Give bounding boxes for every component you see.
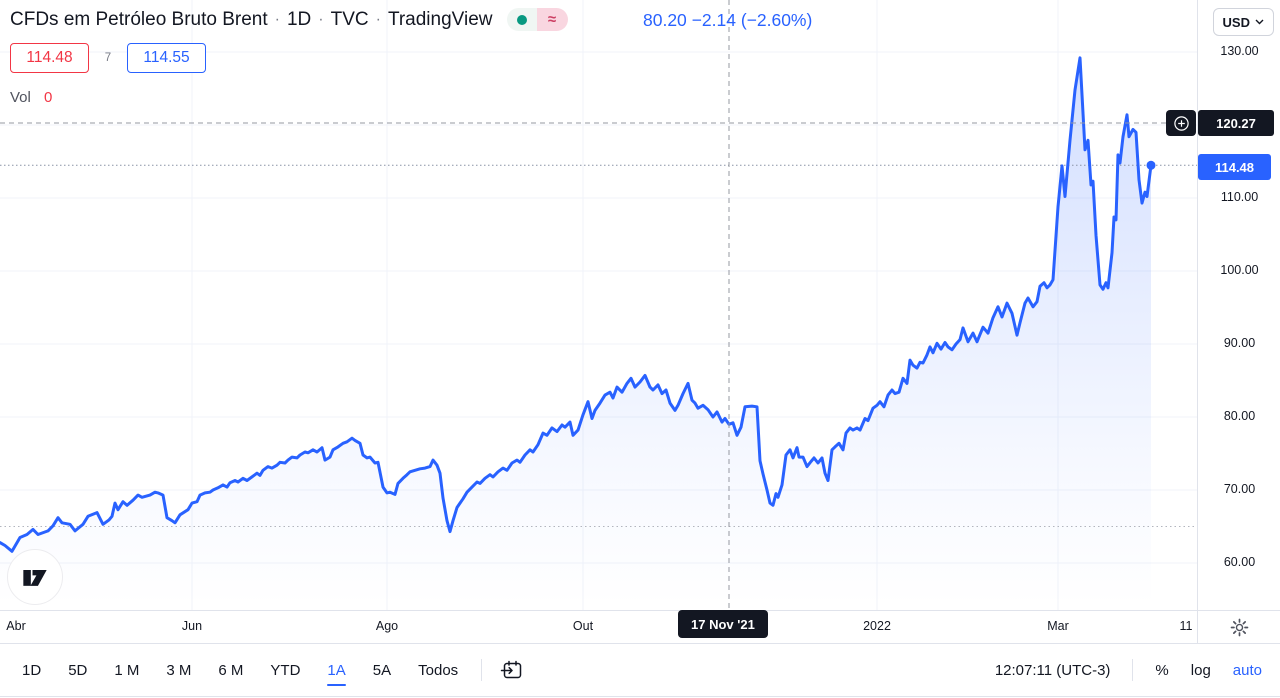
price-tick-label: 60.00 xyxy=(1223,555,1256,569)
price-tick-label: 100.00 xyxy=(1220,263,1259,277)
range-button-ytd[interactable]: YTD xyxy=(270,661,301,679)
calendar-goto-icon xyxy=(500,660,522,679)
time-tick-label: Ago xyxy=(375,619,399,633)
volume-value: 0 xyxy=(44,89,53,106)
price-tick-label: 90.00 xyxy=(1223,336,1256,350)
time-tick-label: 2022 xyxy=(863,619,891,633)
separator-dot: · xyxy=(375,10,381,28)
range-button-5a[interactable]: 5A xyxy=(372,661,392,679)
separator-dot: · xyxy=(274,10,280,28)
range-button-1m[interactable]: 1 M xyxy=(114,661,140,679)
price-tick-label: 110.00 xyxy=(1220,190,1259,204)
price-line-series xyxy=(0,56,1153,553)
plus-circle-icon xyxy=(1173,115,1189,131)
bid-price: 114.48 xyxy=(26,49,73,66)
ask-price: 114.55 xyxy=(143,49,190,66)
price-tick-label: 80.00 xyxy=(1223,409,1256,423)
hovered-bar-quote: 80.20 −2.14 (−2.60%) xyxy=(643,10,812,31)
range-selector: 1D 5D 1 M 3 M 6 M YTD 1A 5A Todos xyxy=(22,659,524,686)
time-tick-label: Out xyxy=(572,619,594,633)
volume-row: Vol 0 xyxy=(10,89,568,106)
approx-icon: ≈ xyxy=(547,11,557,28)
time-tick-label: Mar xyxy=(1047,619,1069,633)
range-button-1d[interactable]: 1D xyxy=(22,661,42,679)
price-tick-label: 70.00 xyxy=(1223,482,1256,496)
toolbar-divider xyxy=(1132,659,1134,681)
crosshair-time-badge: 17 Nov '21 xyxy=(678,610,768,638)
tradingview-logo-icon xyxy=(23,569,47,586)
toolbar-divider xyxy=(481,659,483,681)
quote-change: −2.14 (−2.60%) xyxy=(691,10,813,30)
spread-value: 7 xyxy=(104,52,112,64)
buy-ask-button[interactable]: 114.55 xyxy=(127,43,206,73)
price-axis[interactable]: USD 130.00 110.00 100.00 90.00 80.00 70.00 60.… xyxy=(1197,0,1280,610)
area-fill xyxy=(0,57,1151,607)
range-button-5d[interactable]: 5D xyxy=(68,661,88,679)
time-axis[interactable]: Abr Jun Ago Out 2022 Mar 11 17 Nov '21 xyxy=(0,610,1197,644)
bottom-toolbar: 1D 5D 1 M 3 M 6 M YTD 1A 5A Todos 12:07:11 (UTC-… xyxy=(0,643,1280,697)
chevron-down-icon xyxy=(1255,19,1264,25)
last-price-marker xyxy=(1146,160,1156,170)
go-to-date-button[interactable] xyxy=(500,659,524,681)
range-button-3m[interactable]: 3 M xyxy=(166,661,192,679)
currency-label: USD xyxy=(1222,14,1250,30)
symbol-name[interactable]: CFDs em Petróleo Bruto Brent xyxy=(10,8,268,30)
market-open-segment xyxy=(506,8,537,31)
gear-icon[interactable] xyxy=(1230,618,1249,637)
platform-label[interactable]: TradingView xyxy=(387,8,493,30)
price-chart-canvas[interactable] xyxy=(0,0,1197,610)
range-button-6m[interactable]: 6 M xyxy=(218,661,244,679)
chart-legend: CFDs em Petróleo Bruto Brent · 1D · TVC … xyxy=(10,8,568,106)
range-button-1a[interactable]: 1A xyxy=(327,661,347,686)
time-tick-label: Jun xyxy=(181,619,203,633)
percent-scale-button[interactable]: % xyxy=(1155,661,1169,679)
auto-scale-button[interactable]: auto xyxy=(1232,661,1262,679)
crosshair-price-badge: 120.27 xyxy=(1198,110,1274,137)
quote-price: 80.20 xyxy=(643,10,687,30)
synthetic-symbol-badge: ≈ xyxy=(536,8,568,31)
currency-dropdown[interactable]: USD xyxy=(1212,8,1274,36)
exchange-label[interactable]: TVC xyxy=(330,8,369,30)
time-tick-label: Abr xyxy=(6,619,26,633)
market-status-pill[interactable]: ≈ xyxy=(506,8,568,31)
time-tick-label: 11 xyxy=(1179,619,1193,633)
last-price-badge: 114.48 xyxy=(1198,154,1271,181)
tradingview-watermark-logo xyxy=(7,549,63,605)
volume-label: Vol xyxy=(10,89,31,106)
price-tick-label: 130.00 xyxy=(1220,44,1259,58)
market-open-dot-icon xyxy=(516,14,527,25)
clock-timezone-button[interactable]: 12:07:11 (UTC-3) xyxy=(994,661,1111,679)
sell-bid-button[interactable]: 114.48 xyxy=(10,43,89,73)
interval-label[interactable]: 1D xyxy=(286,8,312,30)
axis-settings-corner[interactable] xyxy=(1197,610,1280,644)
toolbar-right-group: 12:07:11 (UTC-3) % log auto xyxy=(995,659,1262,681)
symbol-title-row[interactable]: CFDs em Petróleo Bruto Brent · 1D · TVC … xyxy=(10,8,568,31)
range-button-todos[interactable]: Todos xyxy=(418,661,459,679)
log-scale-button[interactable]: log xyxy=(1190,661,1211,679)
separator-dot: · xyxy=(318,10,324,28)
bid-ask-row: 114.48 7 114.55 xyxy=(10,43,568,73)
add-alert-button[interactable] xyxy=(1166,110,1196,137)
